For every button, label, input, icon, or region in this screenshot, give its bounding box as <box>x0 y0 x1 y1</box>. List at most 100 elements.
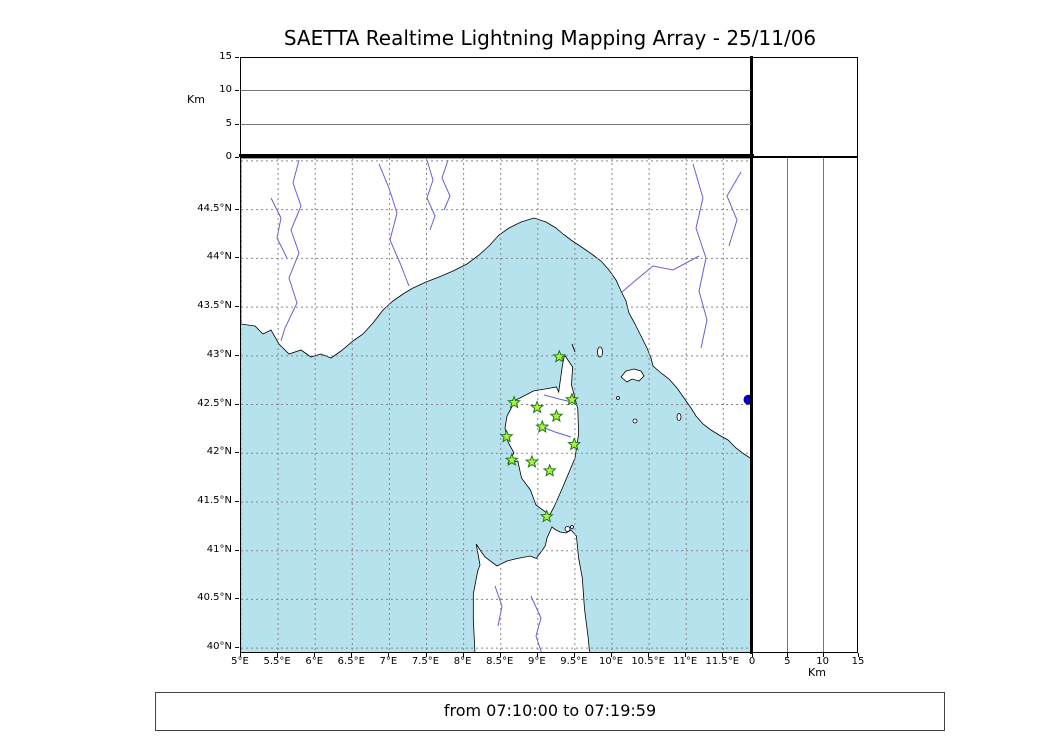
lat-tick-label: 42°N <box>206 446 232 458</box>
capraia-island <box>597 346 603 358</box>
lat-tick-label: 41°N <box>206 543 232 555</box>
altitude-tick-label: 0 <box>225 151 232 162</box>
lon-tick-label: 7°E <box>379 656 398 667</box>
altitude-tick-mark <box>235 90 239 92</box>
lat-tick-mark <box>235 354 239 356</box>
lat-tick-mark <box>235 257 239 259</box>
lat-tick-label: 40.5°N <box>197 592 232 604</box>
map-svg <box>241 158 751 652</box>
altitude-axis-label: Km <box>187 93 205 106</box>
lon-tick-mark <box>573 653 575 657</box>
lma-station-marker <box>552 349 567 363</box>
lat-tick-label: 40°N <box>206 641 232 653</box>
altitude-tick-mark <box>235 157 239 158</box>
continent-coastline <box>241 158 751 460</box>
lon-tick-label: 5°E <box>231 656 249 667</box>
lon-tick-label: 9.5°E <box>560 656 588 667</box>
lma-station-marker <box>549 408 564 423</box>
lon-tick-mark <box>499 653 501 657</box>
lma-station-marker <box>507 395 522 409</box>
distance-tick-label: 15 <box>851 656 865 667</box>
lon-tick-label: 10°E <box>598 656 624 667</box>
lat-tick-label: 43°N <box>206 348 232 360</box>
lon-tick-mark <box>351 653 353 657</box>
altitude-tick-mark <box>235 57 239 58</box>
distance-tick-mark <box>822 653 824 657</box>
lat-tick-label: 44.5°N <box>197 202 232 214</box>
lat-tick-mark <box>235 306 239 308</box>
lon-tick-mark <box>536 653 538 657</box>
lma-station-marker <box>564 392 579 406</box>
distance-tick-mark <box>787 653 789 657</box>
river-line <box>530 595 542 652</box>
lon-tick-mark <box>388 653 390 657</box>
lma-station-marker <box>504 452 519 467</box>
river-line <box>494 585 503 627</box>
maddalena-islet <box>570 525 574 529</box>
lat-tick-mark <box>235 208 239 210</box>
giraglia-islet <box>571 343 576 353</box>
distance-tick-mark <box>858 653 859 657</box>
lma-station-marker <box>530 400 545 414</box>
landmasses <box>241 158 751 652</box>
altitude-tick-label: 15 <box>219 51 232 62</box>
distance-grid-line <box>787 158 789 652</box>
distance-tick-mark <box>752 653 753 657</box>
map-grid-lines <box>241 158 751 652</box>
distance-axis-label: Km <box>808 666 826 679</box>
lat-tick-mark <box>235 549 239 551</box>
lon-tick-mark <box>425 653 427 657</box>
altitude-tick-label: 5 <box>225 117 232 129</box>
lon-tick-label: 9°E <box>527 656 546 667</box>
lat-tick-label: 44°N <box>206 251 232 263</box>
maddalena-island <box>564 526 571 532</box>
river-line <box>378 163 410 287</box>
lma-station-marker <box>524 454 539 468</box>
river-line <box>621 255 700 293</box>
altitude-tick-mark <box>235 123 239 125</box>
map-panel <box>240 157 752 653</box>
lon-tick-mark <box>277 653 279 657</box>
lon-tick-label: 6°E <box>305 656 324 667</box>
river-line <box>726 171 742 247</box>
time-range-box: from 07:10:00 to 07:19:59 <box>155 692 945 731</box>
lat-tick-label: 42.5°N <box>197 397 232 409</box>
lon-tick-label: 11°E <box>673 656 698 667</box>
lat-tick-label: 41.5°N <box>197 494 232 506</box>
corner-panel <box>752 57 858 157</box>
montecristo-island <box>632 418 638 424</box>
lon-tick-label: 8.5°E <box>486 656 514 667</box>
lon-tick-mark <box>611 653 612 657</box>
lat-tick-mark <box>235 647 239 649</box>
altitude-vs-longitude-panel <box>240 57 752 157</box>
city-marker-dot <box>743 394 751 405</box>
panel-separator-vertical <box>750 56 753 654</box>
lat-tick-mark <box>235 500 239 502</box>
distance-tick-label: 0 <box>748 656 756 667</box>
lma-station-marker <box>567 437 582 451</box>
lat-tick-label: 43.5°N <box>197 300 232 312</box>
giglio-island <box>676 413 682 421</box>
lon-tick-mark <box>314 653 316 657</box>
river-line <box>543 394 573 403</box>
lon-tick-mark <box>722 653 724 657</box>
sardinia-island <box>472 526 590 652</box>
time-range-text: from 07:10:00 to 07:19:59 <box>443 701 657 720</box>
pianosa-island <box>616 396 620 400</box>
lon-tick-mark <box>648 653 650 657</box>
lon-tick-label: 10.5°E <box>631 656 665 667</box>
lon-tick-label: 5.5°E <box>263 656 291 667</box>
lon-tick-label: 6.5°E <box>337 656 365 667</box>
lat-tick-mark <box>235 452 239 454</box>
lon-tick-label: 11.5°E <box>705 656 740 667</box>
panel-separator-horizontal <box>239 154 754 157</box>
lon-tick-label: 8°E <box>453 656 472 667</box>
river-line <box>441 159 451 211</box>
altitude-grid-line <box>241 90 751 92</box>
altitude-grid-line <box>241 123 751 125</box>
lon-tick-mark <box>462 653 464 657</box>
distance-tick-label: 5 <box>784 656 791 667</box>
lat-tick-mark <box>235 598 239 600</box>
lma-station-marker <box>499 429 514 443</box>
